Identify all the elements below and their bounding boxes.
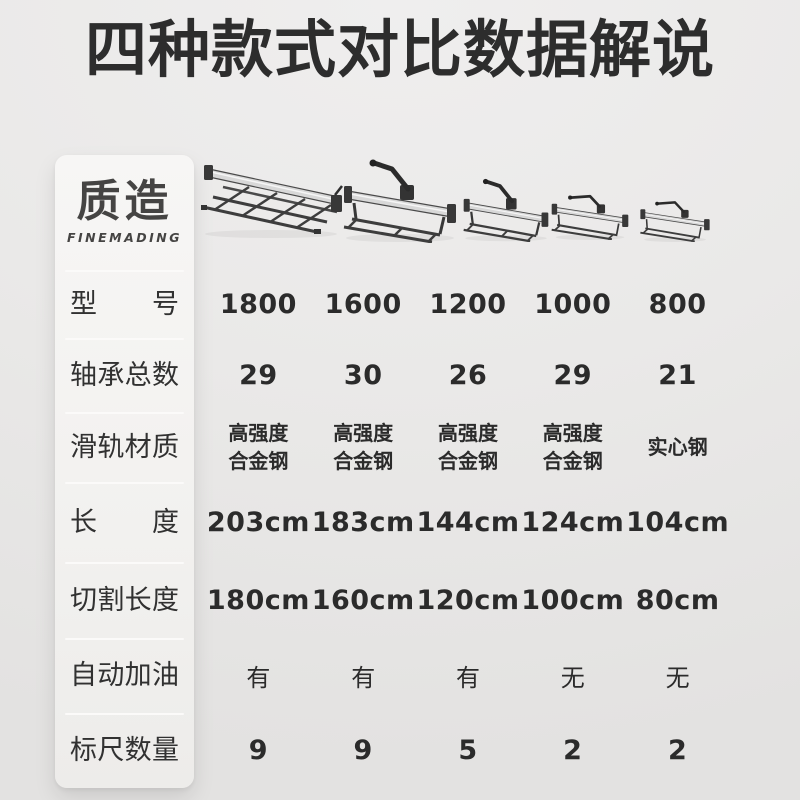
bearings-value: 29: [239, 359, 278, 391]
row-label-ruler-count: 标尺数量: [55, 713, 194, 788]
material-value: 高强度 合金钢: [228, 421, 289, 473]
row-label-cut-length: 切割长度: [55, 562, 194, 638]
model-value: 800: [648, 288, 707, 320]
brand-logo-en: FINEMADING: [66, 230, 183, 245]
tile-cutter-800-icon: [640, 201, 710, 243]
brand-logo: 质造 FINEMADING: [55, 155, 194, 270]
length-value: 183cm: [311, 506, 415, 538]
ruler-count-value: 2: [667, 735, 688, 766]
row-label-bearings: 轴承总数: [55, 338, 194, 412]
model-value: 1600: [324, 288, 402, 320]
material-value: 高强度 合金钢: [437, 421, 498, 473]
row-label-length: 长 度: [55, 482, 194, 562]
tile-cutter-800-illustration: [638, 195, 712, 246]
auto-oil-value: 有: [455, 664, 480, 692]
length-value: 124cm: [521, 506, 625, 538]
cut-length-value: 120cm: [416, 584, 520, 616]
ruler-count-value: 5: [458, 735, 478, 766]
auto-oil-value: 无: [665, 664, 690, 692]
tile-cutter-1800-illustration: [201, 157, 343, 243]
tile-cutter-1600-illustration: [342, 157, 458, 247]
auto-oil-value: 有: [351, 664, 376, 692]
material-value: 高强度 合金钢: [333, 421, 394, 473]
length-value: 104cm: [626, 506, 730, 538]
row-label-auto-oil: 自动加油: [55, 638, 194, 713]
ruler-count-value: 9: [353, 735, 373, 766]
ruler-count-value: 2: [563, 735, 583, 766]
spec-label-card: 质造 FINEMADING 型 号 轴承总数 滑轨材质 长 度 切割长度 自动加…: [55, 155, 194, 788]
cut-length-value: 180cm: [206, 584, 310, 616]
cut-length-value: 160cm: [311, 584, 415, 616]
row-label-model: 型 号: [55, 270, 194, 338]
auto-oil-value: 无: [560, 664, 585, 692]
auto-oil-value: 有: [246, 664, 271, 692]
model-value: 1200: [429, 288, 507, 320]
bearings-value: 30: [343, 359, 383, 391]
bearings-value: 29: [553, 359, 593, 391]
tile-cutter-1000-illustration: [550, 188, 630, 244]
cut-length-value: 100cm: [521, 584, 625, 616]
model-value: 1800: [219, 288, 297, 320]
row-label-material: 滑轨材质: [55, 412, 194, 482]
model-value: 1000: [534, 288, 612, 320]
cut-length-value: 80cm: [635, 584, 720, 616]
tile-cutter-1000-icon: [551, 194, 629, 241]
bearings-value: 21: [658, 359, 697, 391]
tile-cutter-1800-icon: [201, 165, 343, 238]
bearings-value: 26: [448, 359, 488, 391]
ruler-count-value: 9: [248, 735, 269, 766]
brand-logo-cn: 质造: [76, 176, 173, 227]
tile-cutter-1200-icon: [463, 178, 549, 243]
length-value: 203cm: [206, 506, 310, 538]
length-value: 144cm: [416, 506, 520, 538]
material-value: 实心钢: [647, 435, 708, 459]
spec-value-grid: 1800 1600 1200 1000 800 29 30 26 29 21 高…: [201, 155, 730, 788]
tile-cutter-1200-illustration: [462, 177, 550, 246]
page-title: 四种款式对比数据解说: [84, 13, 715, 86]
product-images-row: [201, 155, 730, 270]
material-value: 高强度 合金钢: [542, 421, 603, 473]
tile-cutter-1600-icon: [343, 159, 456, 244]
